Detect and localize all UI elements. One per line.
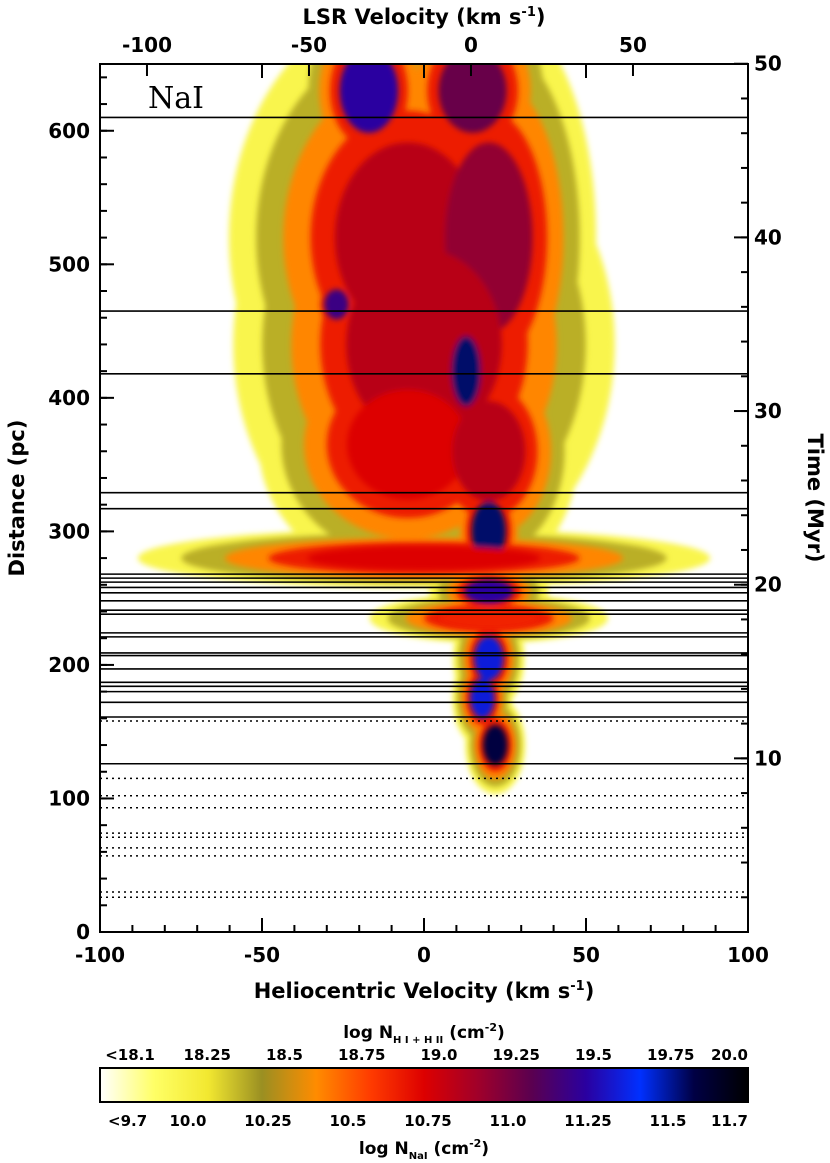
colorbar-top-tick-label: 19.25 — [493, 1046, 540, 1064]
y-left-tick-label: 100 — [48, 786, 90, 810]
colorbar-bottom-title: log NNaI (cm-2) — [359, 1137, 489, 1162]
colorbar-bottom-tick-label: 11.5 — [649, 1112, 686, 1130]
colorbar-bottom-tick-label: 10.25 — [244, 1112, 291, 1130]
y-right-tick-label: 10 — [754, 746, 782, 770]
heatmap-cores — [307, 64, 541, 766]
x-bottom-tick-label: -50 — [244, 943, 280, 967]
colorbar-top-ticks: <18.1 18.25 18.5 18.75 19.0 19.25 19.5 19.75 20.… — [105, 1046, 748, 1064]
emission-core-12 — [440, 608, 538, 629]
emission-core-7 — [347, 389, 469, 500]
left-axis-title: Distance (pc) — [5, 420, 29, 577]
axes: -100 -50 0 50 100-100 -50 0 5001002003004005006… — [48, 33, 782, 967]
x-bottom-tick-label: 100 — [727, 943, 769, 967]
y-right-tick-label: 40 — [754, 225, 782, 249]
species-label: NaI — [148, 81, 204, 116]
y-left-tick-label: 200 — [48, 653, 90, 677]
y-left-tick-label: 0 — [76, 920, 90, 944]
emission-core-15 — [483, 725, 508, 766]
y-left-tick-label: 500 — [48, 252, 90, 276]
x-bottom-tick-label: 0 — [417, 943, 431, 967]
colorbar-bottom-tick-label: 10.0 — [169, 1112, 206, 1130]
emission-core-1 — [438, 64, 507, 133]
emission-core-11 — [464, 579, 514, 604]
y-right-tick-label: 30 — [754, 399, 782, 423]
x-top-tick-label: -100 — [122, 33, 172, 57]
colorbar-top-tick-label: 19.0 — [420, 1046, 457, 1064]
x-top-tick-label: 0 — [464, 33, 478, 57]
colorbar-top-tick-label: 19.75 — [647, 1046, 694, 1064]
sightline-lines — [100, 116, 748, 899]
x-bottom-tick-label: 50 — [572, 943, 600, 967]
emission-core-4 — [324, 289, 349, 320]
y-left-tick-label: 600 — [48, 119, 90, 143]
colorbar-top-tick-label: 20.0 — [711, 1046, 748, 1064]
colorbar-bottom-tick-label: 11.0 — [489, 1112, 526, 1130]
colorbar-bottom-tick-label: 10.5 — [329, 1112, 366, 1130]
emission-core-14 — [470, 678, 495, 719]
right-axis-title: Time (Myr) — [803, 433, 827, 562]
colorbar-top-tick-label: 19.5 — [575, 1046, 612, 1064]
colorbar-bottom-ticks: <9.7 10.0 10.25 10.5 10.75 11.0 11.25 11.5 11.7 — [108, 1112, 748, 1130]
emission-core-0 — [339, 64, 399, 133]
emission-core-13 — [474, 636, 504, 681]
colorbar-top-tick-label: 18.5 — [266, 1046, 303, 1064]
emission-core-10 — [307, 546, 541, 571]
x-top-tick-label: 50 — [619, 33, 647, 57]
x-bottom-tick-label: -100 — [75, 943, 125, 967]
emission-core-8 — [452, 401, 526, 502]
y-left-tick-label: 400 — [48, 386, 90, 410]
bottom-axis-title: Heliocentric Velocity (km s-1) — [254, 979, 595, 1003]
emission-core-9 — [471, 501, 506, 562]
colorbar-bottom-tick-label: 11.25 — [564, 1112, 611, 1130]
y-left-tick-label: 300 — [48, 519, 90, 543]
column-density-heatmap — [137, 64, 711, 795]
top-axis-title: LSR Velocity (km s-1) — [303, 5, 546, 29]
colorbar-top-tick-label: 18.75 — [338, 1046, 385, 1064]
colorbar-top-tick-label: 18.25 — [184, 1046, 231, 1064]
colorbar-top-title: log NH I + H II (cm-2) — [343, 1021, 505, 1046]
y-right-tick-label: 20 — [754, 573, 782, 597]
x-top-tick-label: -50 — [291, 33, 327, 57]
colorbar — [99, 1067, 749, 1103]
colorbar-bottom-tick-label: 10.75 — [404, 1112, 451, 1130]
y-right-tick-label: 50 — [754, 52, 782, 76]
colorbar-bottom-tick-label: 11.7 — [711, 1112, 748, 1130]
colorbar-bottom-tick-label: <9.7 — [108, 1112, 147, 1130]
colorbar-top-tick-label: <18.1 — [105, 1046, 155, 1064]
emission-core-6 — [451, 336, 481, 407]
